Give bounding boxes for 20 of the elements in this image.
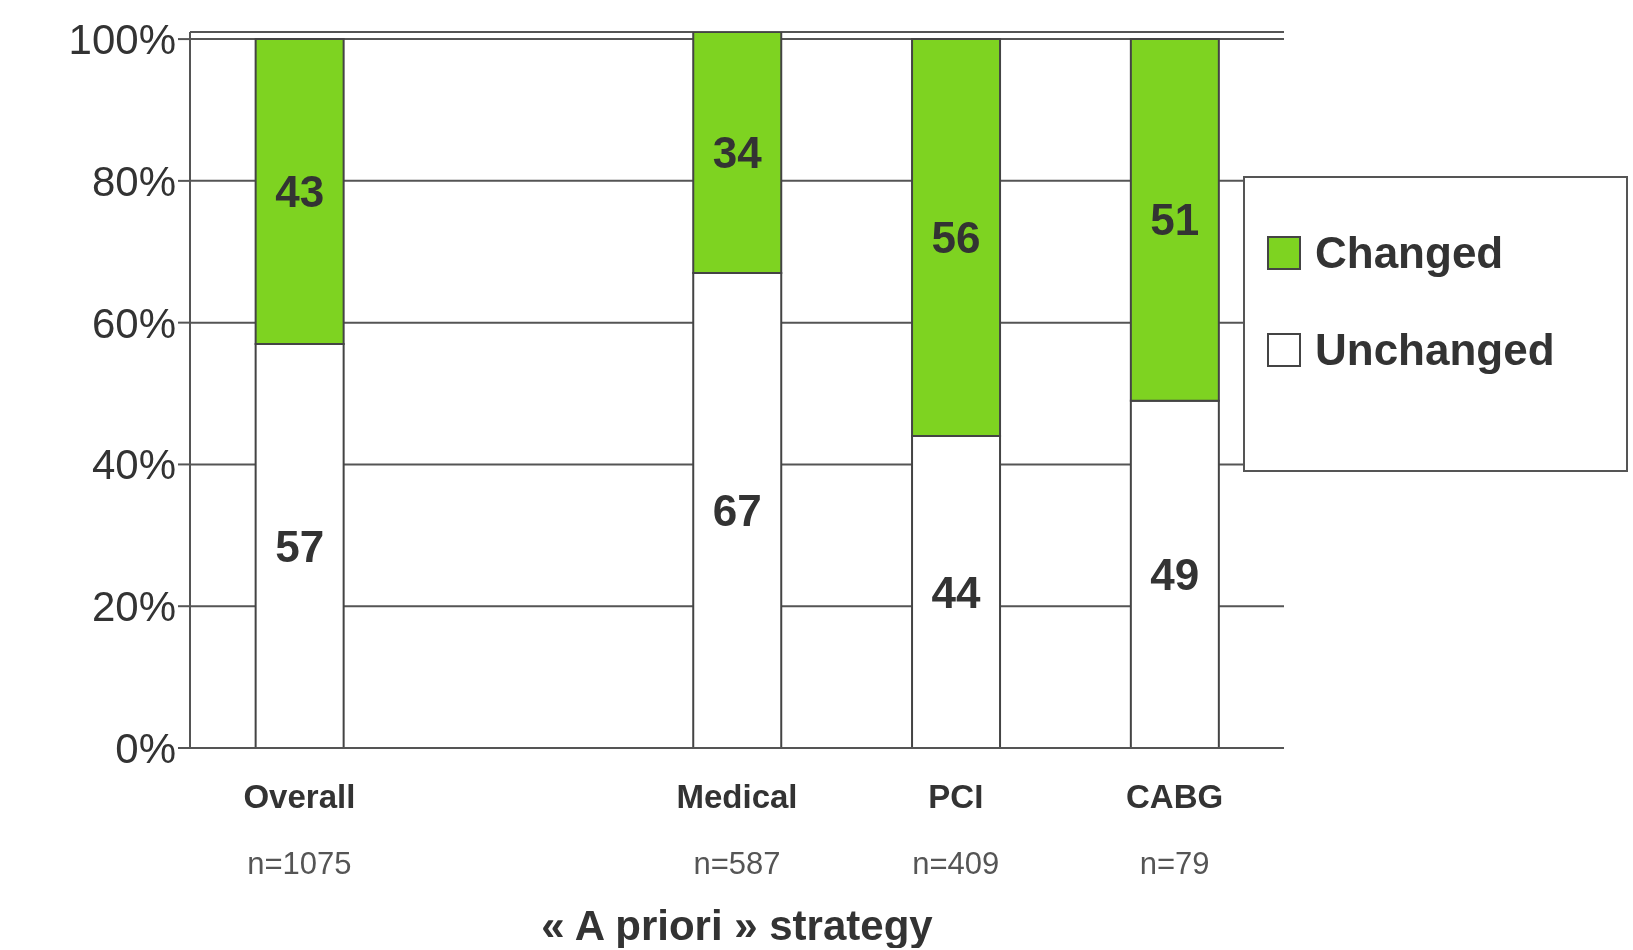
x-tick-label: Overall n=1075 bbox=[243, 778, 356, 881]
x-tick-label: CABG n=79 bbox=[1126, 778, 1224, 881]
y-tick-label: 100% bbox=[68, 16, 176, 63]
data-label: 51 bbox=[1150, 195, 1200, 245]
data-label: 56 bbox=[931, 213, 981, 263]
x-tick-label: Medical n=587 bbox=[676, 778, 798, 881]
legend-label: Changed bbox=[1314, 228, 1505, 278]
data-label: 34 bbox=[712, 128, 763, 178]
y-tick-label: 40% bbox=[91, 441, 176, 489]
x-tick-label: PCI n=409 bbox=[912, 778, 1000, 881]
data-label: 57 bbox=[275, 521, 325, 571]
y-tick-label: 0% bbox=[115, 724, 176, 772]
legend-label: Unchanged bbox=[1314, 325, 1556, 375]
y-tick-label: 60% bbox=[91, 299, 176, 347]
data-label: 43 bbox=[275, 167, 325, 217]
data-label: 67 bbox=[712, 486, 762, 536]
data-label: 44 bbox=[931, 567, 982, 617]
data-label: 49 bbox=[1150, 549, 1200, 599]
y-tick-label: 20% bbox=[91, 583, 176, 631]
y-tick-label: 80% bbox=[91, 157, 176, 205]
